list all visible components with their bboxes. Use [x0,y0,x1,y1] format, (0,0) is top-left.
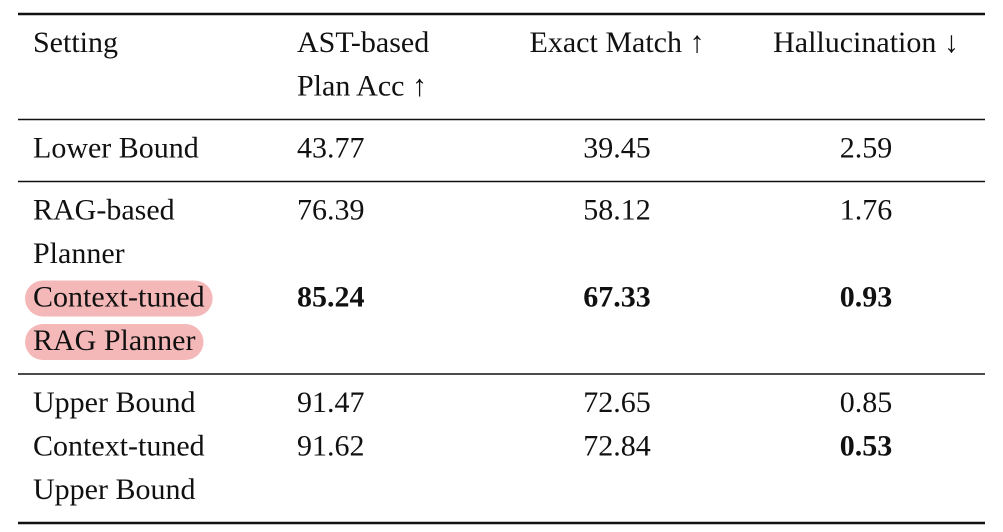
cell-value: 39.45 [583,131,651,164]
cell-value: 91.62 [297,429,365,462]
highlight [25,324,204,360]
highlight [25,280,213,317]
cell-value: Hallucination ↓ [773,26,959,59]
cell-value: 2.59 [840,131,893,164]
row-label: Setting [33,26,118,59]
row-label: RAG Planner [33,324,195,357]
cell-value: 0.53 [840,429,893,462]
cell-value: 76.39 [297,193,365,226]
cell-value: Exact Match ↑ [530,26,705,59]
highlight-layer [25,280,213,360]
cell-value: 58.12 [583,193,651,226]
cell-value: 0.93 [840,280,893,313]
cell-value: 43.77 [297,131,365,164]
cell-value: Plan Acc ↑ [297,69,427,102]
cell-value: 85.24 [297,280,365,313]
row-label: RAG-based [33,193,175,226]
cell-value: 1.76 [840,193,893,226]
row-label: Context-tuned [33,429,205,462]
cell-value: 0.85 [840,386,893,419]
cell-value: 67.33 [583,280,651,313]
cell-value: 91.47 [297,386,365,419]
cell-value: 72.65 [583,386,651,419]
cell-value: 72.84 [583,429,651,462]
row-label: Upper Bound [33,386,195,419]
cell-value: AST-based [297,26,429,59]
row-label: Context-tuned [33,280,205,313]
row-label: Lower Bound [33,131,199,164]
row-label: Planner [33,237,125,270]
row-label: Upper Bound [33,473,195,506]
